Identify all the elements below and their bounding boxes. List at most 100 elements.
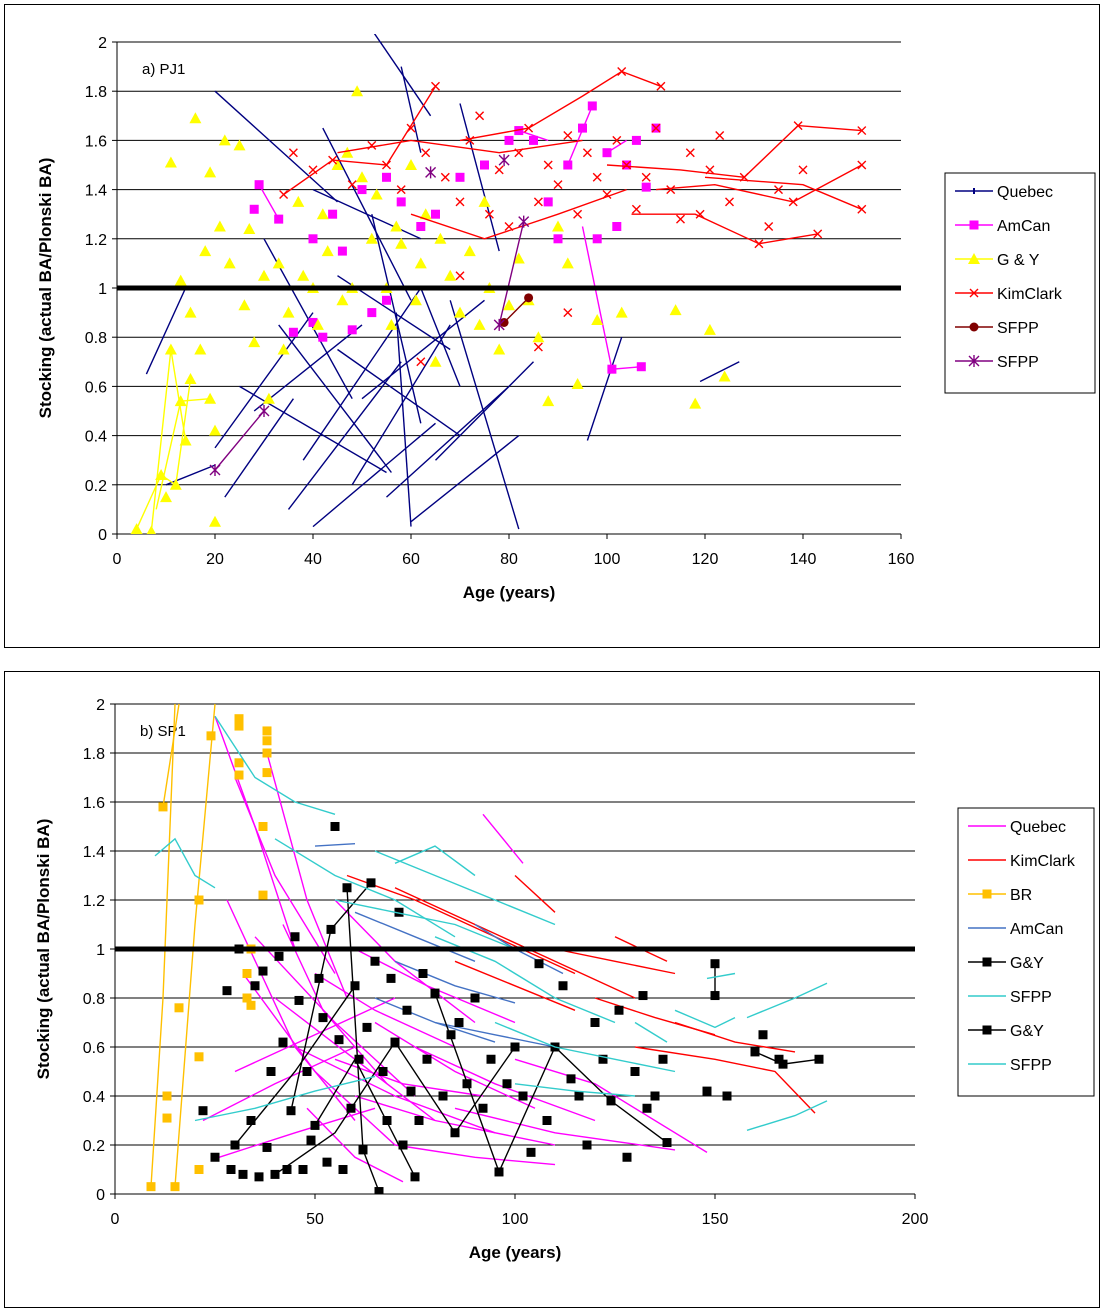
series-line — [394, 1144, 556, 1166]
series-line — [586, 336, 623, 441]
legend: Quebec AmCan G & Y KimClark SFPP SFPP — [944, 172, 1096, 394]
data-point — [184, 306, 197, 318]
data-point — [793, 121, 803, 131]
data-point — [258, 966, 268, 976]
data-point — [258, 822, 268, 831]
data-point — [425, 166, 437, 179]
data-point — [778, 1059, 788, 1069]
data-point — [504, 135, 514, 145]
data-point — [533, 197, 543, 207]
legend-item: G&Y — [968, 1023, 1044, 1040]
series-line — [631, 213, 818, 245]
y-tick-label: 0.8 — [83, 991, 105, 1008]
series-line — [306, 1107, 404, 1183]
data-point — [566, 1074, 576, 1084]
legend-item: KimClark — [968, 853, 1076, 870]
series-line — [699, 361, 740, 383]
data-point — [209, 464, 221, 477]
data-point — [455, 197, 465, 207]
data-point — [318, 332, 328, 342]
series-line — [498, 221, 525, 326]
series-line — [287, 361, 402, 510]
data-point — [328, 209, 338, 219]
series-g-y — [198, 822, 824, 1194]
data-point — [410, 1172, 420, 1182]
data-point — [725, 197, 734, 207]
legend-label: G & Y — [997, 252, 1040, 269]
legend-label: BR — [1010, 887, 1032, 904]
data-point — [592, 172, 602, 182]
series-line — [400, 66, 422, 153]
data-point — [347, 180, 357, 190]
legend-item: KimClark — [955, 286, 1063, 303]
series-line — [374, 850, 556, 926]
data-point — [314, 973, 324, 983]
data-point — [358, 1145, 368, 1155]
data-point — [198, 1106, 208, 1116]
data-point — [262, 736, 272, 746]
data-point — [534, 959, 544, 969]
data-point — [429, 355, 442, 367]
series-line — [606, 124, 862, 179]
data-point — [277, 343, 290, 355]
series-line — [746, 982, 828, 1019]
data-point — [512, 252, 525, 264]
series-line — [514, 874, 556, 913]
data-point — [602, 190, 612, 200]
data-point — [306, 1135, 316, 1145]
series-line — [374, 1021, 536, 1109]
data-point — [630, 1067, 640, 1076]
data-point — [532, 331, 545, 343]
data-point — [338, 1165, 348, 1174]
data-point — [478, 1103, 488, 1113]
data-point — [718, 370, 731, 382]
data-point — [446, 1030, 456, 1040]
legend-item: SFPP — [968, 1057, 1052, 1074]
series-line — [482, 813, 524, 864]
data-point — [230, 1140, 240, 1150]
series-line — [150, 349, 187, 532]
series-line — [242, 973, 396, 1146]
data-point — [416, 357, 426, 367]
y-tick-label: 0.4 — [83, 1089, 105, 1106]
x-tick-label: 20 — [206, 551, 224, 568]
data-point — [170, 1182, 180, 1192]
data-point — [430, 988, 440, 998]
legend-swatch-marker — [969, 220, 979, 230]
series-line — [503, 297, 530, 323]
data-point — [272, 257, 285, 269]
data-point — [347, 325, 357, 335]
data-point — [518, 1091, 528, 1101]
series-line — [454, 1107, 676, 1151]
data-point — [204, 392, 217, 404]
data-point — [455, 271, 465, 281]
legend-swatch-marker — [968, 253, 980, 264]
series-amcan — [249, 101, 661, 374]
series-line — [674, 1009, 736, 1029]
series-line — [194, 1075, 376, 1122]
panel-label: a) PJ1 — [142, 61, 185, 78]
series-line — [135, 378, 192, 530]
data-point — [542, 395, 555, 407]
y-tick-label: 1 — [96, 942, 105, 959]
data-point — [308, 165, 318, 175]
legend-label: KimClark — [997, 286, 1063, 303]
data-point — [502, 1079, 512, 1089]
series-amcan — [314, 843, 564, 1048]
data-point — [421, 148, 431, 158]
data-point — [378, 1067, 388, 1076]
data-point — [705, 165, 715, 175]
series-br — [146, 703, 272, 1192]
series-line — [554, 1046, 668, 1144]
data-point — [328, 155, 338, 165]
data-point — [331, 159, 344, 170]
data-point — [282, 306, 295, 318]
series-line — [239, 385, 387, 474]
data-point — [243, 222, 256, 234]
data-point — [238, 299, 251, 311]
data-point — [641, 172, 651, 182]
data-point — [454, 1018, 464, 1027]
data-point — [160, 491, 172, 503]
x-axis-title: Age (years) — [463, 583, 556, 602]
data-point — [213, 220, 226, 232]
